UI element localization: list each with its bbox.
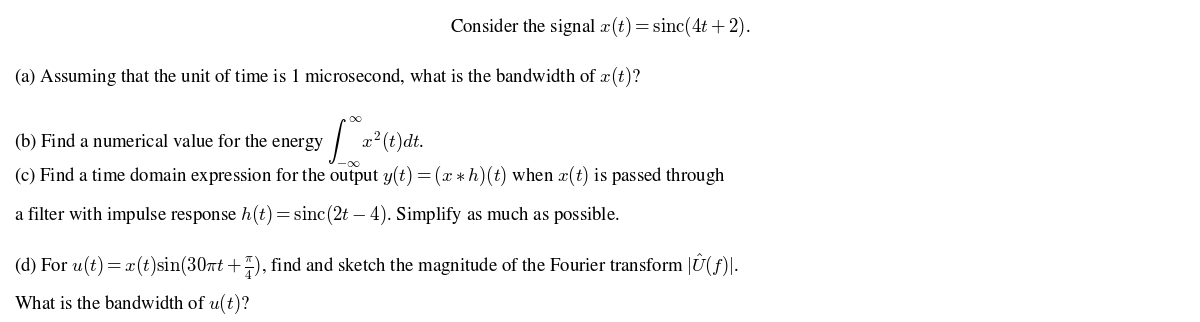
Text: a filter with impulse response $h(t) = \mathrm{sinc}(2t - 4)$. Simplify as much : a filter with impulse response $h(t) = \… [14,203,620,227]
Text: (c) Find a time domain expression for the output $y(t) = (x * h)(t)$ when $x(t)$: (c) Find a time domain expression for th… [14,164,726,188]
Text: (a) Assuming that the unit of time is 1 microsecond, what is the bandwidth of $x: (a) Assuming that the unit of time is 1 … [14,64,642,89]
Text: (b) Find a numerical value for the energy $\int_{-\infty}^{\infty} x^2(t)dt$.: (b) Find a numerical value for the energ… [14,114,425,170]
Text: What is the bandwidth of $u(t)$?: What is the bandwidth of $u(t)$? [14,291,251,316]
Text: Consider the signal $x(t) = \mathrm{sinc}(4t + 2)$.: Consider the signal $x(t) = \mathrm{sinc… [450,14,750,39]
Text: (d) For $u(t) = x(t)\sin(30\pi t + \frac{\pi}{4})$, find and sketch the magnitud: (d) For $u(t) = x(t)\sin(30\pi t + \frac… [14,253,739,282]
